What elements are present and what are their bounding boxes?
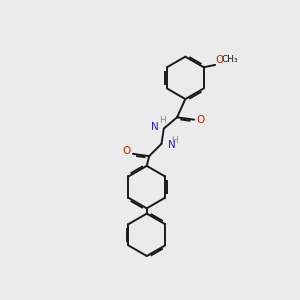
Text: H: H (171, 136, 178, 145)
Text: O: O (122, 146, 130, 156)
Text: N: N (168, 140, 176, 150)
Text: H: H (159, 116, 166, 125)
Text: O: O (196, 115, 205, 125)
Text: O: O (215, 55, 223, 64)
Text: N: N (151, 122, 158, 132)
Text: CH₃: CH₃ (222, 55, 238, 64)
